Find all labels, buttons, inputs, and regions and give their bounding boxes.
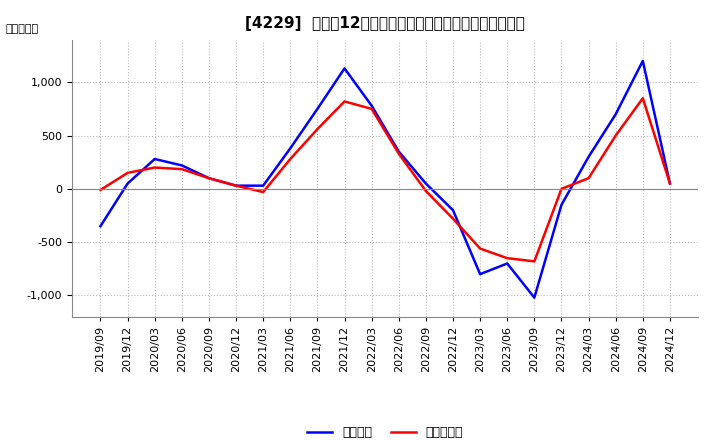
当期純利益: [557, 186, 566, 191]
当期純利益: [530, 259, 539, 264]
経常利益: [639, 58, 647, 63]
当期純利益: [665, 181, 674, 186]
経常利益: [449, 208, 457, 213]
当期純利益: [123, 170, 132, 176]
当期純利益: [96, 187, 105, 193]
当期純利益: [421, 188, 430, 194]
当期純利益: [178, 166, 186, 172]
経常利益: [665, 181, 674, 186]
当期純利益: [476, 246, 485, 251]
経常利益: [96, 224, 105, 229]
Line: 当期純利益: 当期純利益: [101, 98, 670, 261]
当期純利益: [259, 189, 268, 194]
当期純利益: [449, 216, 457, 221]
Y-axis label: （百万円）: （百万円）: [5, 24, 38, 34]
経常利益: [421, 181, 430, 186]
当期純利益: [503, 256, 511, 261]
経常利益: [232, 183, 240, 188]
経常利益: [503, 261, 511, 266]
経常利益: [150, 156, 159, 161]
経常利益: [259, 183, 268, 188]
Line: 経常利益: 経常利益: [101, 61, 670, 297]
当期純利益: [232, 183, 240, 188]
経常利益: [584, 154, 593, 160]
経常利益: [286, 146, 294, 151]
Title: [4229]  利益だ12か月移動合計の対前年同期増減額の推移: [4229] 利益だ12か月移動合計の対前年同期増減額の推移: [246, 16, 525, 32]
当期純利益: [584, 176, 593, 181]
経常利益: [341, 66, 349, 71]
経常利益: [530, 295, 539, 300]
経常利益: [204, 176, 213, 181]
経常利益: [395, 149, 403, 154]
当期純利益: [204, 176, 213, 181]
経常利益: [476, 271, 485, 277]
当期純利益: [341, 99, 349, 104]
経常利益: [367, 103, 376, 108]
経常利益: [313, 106, 322, 111]
経常利益: [178, 163, 186, 168]
当期純利益: [313, 127, 322, 132]
当期純利益: [286, 156, 294, 161]
当期純利益: [611, 133, 620, 138]
経常利益: [123, 181, 132, 186]
Legend: 経常利益, 当期純利益: 経常利益, 当期純利益: [302, 421, 468, 440]
当期純利益: [367, 106, 376, 111]
経常利益: [557, 202, 566, 208]
経常利益: [611, 112, 620, 117]
当期純利益: [639, 95, 647, 101]
当期純利益: [150, 165, 159, 170]
当期純利益: [395, 151, 403, 156]
